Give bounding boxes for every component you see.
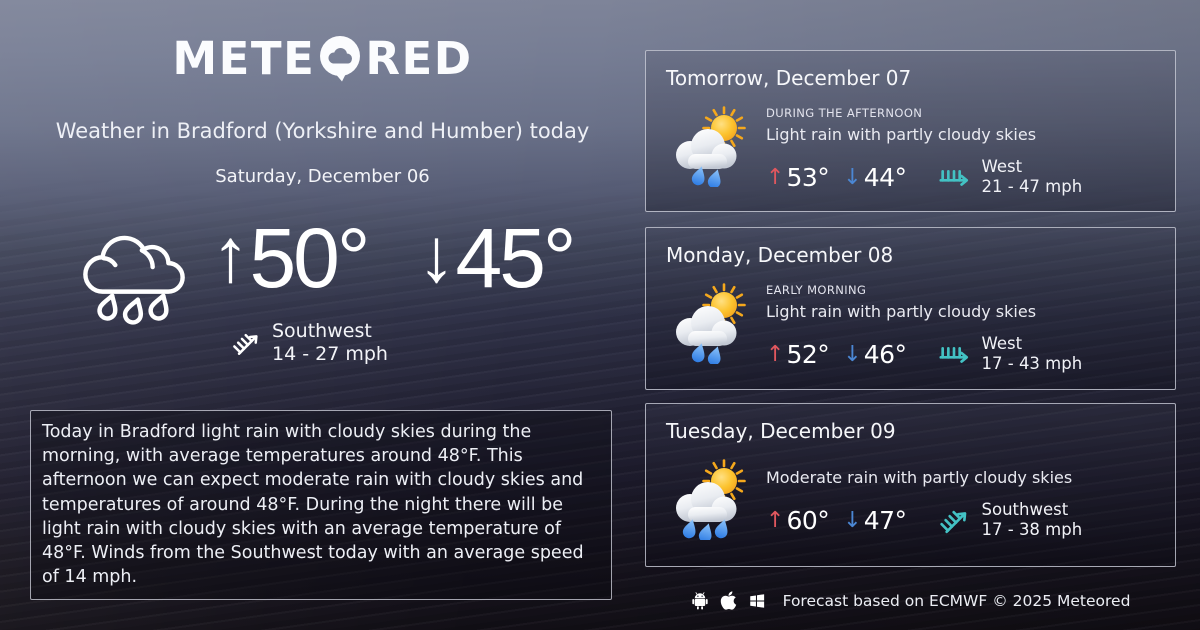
forecast-low-temp: 47° bbox=[863, 505, 907, 535]
today-date: Saturday, December 06 bbox=[215, 166, 430, 187]
down-arrow-icon: ↓ bbox=[843, 507, 862, 533]
brand-logo: METE RED bbox=[0, 34, 645, 82]
current-weather-panel: METE RED Weather in B bbox=[0, 34, 645, 600]
wind-direction-icon bbox=[226, 324, 266, 364]
wind-direction-icon bbox=[937, 165, 971, 190]
forecast-high-temp: 52° bbox=[786, 339, 830, 369]
forecast-wind-direction: West bbox=[981, 157, 1023, 176]
apple-icon[interactable] bbox=[720, 590, 737, 611]
down-arrow-icon: ↓ bbox=[843, 341, 862, 367]
page-title: Weather in Bradford (Yorkshire and Humbe… bbox=[55, 119, 590, 143]
forecast-description: Light rain with partly cloudy skies bbox=[766, 302, 1037, 321]
forecast-card-tuesday[interactable]: Tuesday, December 09 Moderate rain with … bbox=[645, 403, 1176, 567]
up-arrow-icon: ↑ bbox=[766, 507, 785, 533]
cloud-speech-bubble-icon bbox=[320, 36, 361, 82]
brand-logo-text-left: METE bbox=[172, 31, 316, 85]
brand-logo-text-right: RED bbox=[365, 31, 473, 85]
up-arrow-icon: ↑ bbox=[211, 213, 250, 298]
today-wind-speed: 14 - 27 mph bbox=[272, 343, 388, 366]
forecast-card-tomorrow[interactable]: Tomorrow, December 07 DURING THE AFTERNO… bbox=[645, 50, 1176, 212]
forecast-card-monday[interactable]: Monday, December 08 EARLY MORNING Light … bbox=[645, 227, 1176, 390]
forecast-wind-direction: Southwest bbox=[981, 500, 1069, 519]
down-arrow-icon: ↓ bbox=[843, 164, 862, 190]
wind-direction-icon bbox=[933, 499, 975, 541]
forecast-low-temp: 46° bbox=[863, 339, 907, 369]
wind-direction-icon bbox=[937, 342, 971, 367]
rain-partly-cloudy-icon bbox=[668, 103, 752, 187]
forecast-high-temp: 53° bbox=[786, 162, 830, 192]
today-low-value: 45° bbox=[455, 211, 577, 305]
today-wind: Southwest 14 - 27 mph bbox=[230, 320, 388, 367]
today-high-value: 50° bbox=[249, 211, 370, 305]
today-high-temp: ↑ 50° bbox=[211, 211, 370, 305]
today-low-temp: ↓ 45° bbox=[417, 211, 577, 305]
up-arrow-icon: ↑ bbox=[766, 341, 785, 367]
android-icon[interactable] bbox=[691, 590, 709, 611]
forecast-high-temp: 60° bbox=[786, 505, 830, 535]
moderate-rain-partly-cloudy-icon bbox=[668, 456, 752, 540]
today-wind-direction: Southwest bbox=[272, 320, 372, 342]
forecast-wind-speed: 21 - 47 mph bbox=[981, 177, 1083, 197]
forecast-description: Moderate rain with partly cloudy skies bbox=[766, 468, 1073, 487]
forecast-card-title: Tuesday, December 09 bbox=[666, 419, 896, 443]
forecast-period: EARLY MORNING bbox=[766, 283, 867, 297]
attribution-text: Forecast based on ECMWF © 2025 Meteored bbox=[782, 591, 1131, 610]
today-conditions: ↑ 50° ↓ 45° bbox=[0, 214, 645, 326]
windows-icon[interactable] bbox=[748, 592, 766, 610]
forecast-card-title: Tomorrow, December 07 bbox=[666, 66, 912, 90]
down-arrow-icon: ↓ bbox=[417, 213, 456, 298]
forecast-period: DURING THE AFTERNOON bbox=[766, 106, 923, 120]
forecast-card-title: Monday, December 08 bbox=[666, 243, 894, 267]
forecast-description: Light rain with partly cloudy skies bbox=[766, 125, 1037, 144]
forecast-wind-speed: 17 - 38 mph bbox=[981, 520, 1083, 540]
rain-partly-cloudy-icon bbox=[668, 280, 752, 364]
rain-cloud-icon bbox=[83, 235, 186, 325]
today-temps: ↑ 50° ↓ 45° bbox=[211, 211, 577, 305]
footer: Forecast based on ECMWF © 2025 Meteored bbox=[645, 590, 1176, 611]
up-arrow-icon: ↑ bbox=[766, 164, 785, 190]
forecast-wind-direction: West bbox=[981, 334, 1023, 353]
forecast-wind-speed: 17 - 43 mph bbox=[981, 354, 1083, 374]
forecast-low-temp: 44° bbox=[863, 162, 907, 192]
weather-summary: Today in Bradford light rain with cloudy… bbox=[30, 410, 612, 600]
